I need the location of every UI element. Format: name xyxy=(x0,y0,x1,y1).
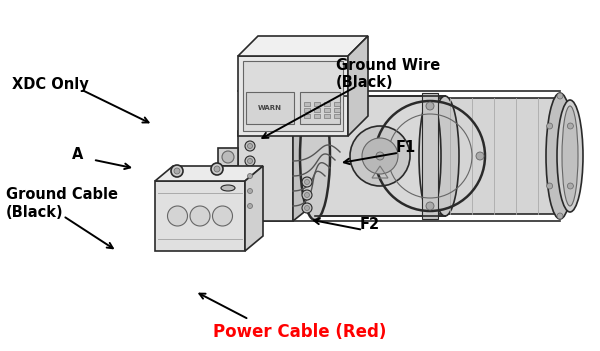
Circle shape xyxy=(376,152,384,160)
Circle shape xyxy=(245,201,255,211)
Bar xyxy=(238,56,348,136)
Circle shape xyxy=(557,93,563,99)
Polygon shape xyxy=(155,166,263,181)
Ellipse shape xyxy=(546,93,574,219)
Circle shape xyxy=(305,179,310,185)
Circle shape xyxy=(174,168,180,174)
Bar xyxy=(238,131,293,221)
Circle shape xyxy=(245,141,255,151)
Bar xyxy=(314,102,320,106)
Ellipse shape xyxy=(562,106,578,206)
Circle shape xyxy=(362,138,398,174)
Ellipse shape xyxy=(419,98,441,214)
Circle shape xyxy=(248,144,253,148)
Ellipse shape xyxy=(221,185,235,191)
Bar xyxy=(304,108,310,112)
Circle shape xyxy=(426,202,434,210)
Circle shape xyxy=(302,203,312,213)
Bar xyxy=(246,92,294,124)
Bar xyxy=(324,108,330,112)
Bar xyxy=(243,61,343,131)
Circle shape xyxy=(190,206,210,226)
Text: A: A xyxy=(72,147,83,162)
Circle shape xyxy=(171,165,183,177)
Circle shape xyxy=(245,186,255,196)
Circle shape xyxy=(211,163,223,175)
Bar xyxy=(315,96,445,216)
Bar xyxy=(218,148,238,166)
Text: F2: F2 xyxy=(360,217,380,232)
Bar xyxy=(324,102,330,106)
Circle shape xyxy=(557,213,563,219)
Circle shape xyxy=(350,126,410,186)
Bar xyxy=(324,114,330,118)
Circle shape xyxy=(547,123,553,129)
Ellipse shape xyxy=(221,167,235,173)
Circle shape xyxy=(214,166,220,172)
Text: XDC Only: XDC Only xyxy=(12,77,89,92)
Text: Power Cable (Red): Power Cable (Red) xyxy=(214,323,386,341)
Bar xyxy=(334,114,340,118)
Circle shape xyxy=(426,102,434,110)
Polygon shape xyxy=(238,36,368,56)
Circle shape xyxy=(302,177,312,187)
Circle shape xyxy=(248,188,253,193)
Bar xyxy=(314,114,320,118)
Bar xyxy=(300,92,340,124)
Ellipse shape xyxy=(301,96,329,216)
Bar xyxy=(304,102,310,106)
Circle shape xyxy=(212,206,233,226)
Polygon shape xyxy=(348,36,368,136)
Ellipse shape xyxy=(557,100,583,212)
Circle shape xyxy=(305,192,310,198)
Bar xyxy=(430,98,560,214)
Circle shape xyxy=(568,183,574,189)
Circle shape xyxy=(248,204,253,208)
Polygon shape xyxy=(245,166,263,251)
Circle shape xyxy=(222,151,234,163)
Ellipse shape xyxy=(431,96,459,216)
Text: WARN: WARN xyxy=(258,105,282,111)
Circle shape xyxy=(167,206,187,226)
Circle shape xyxy=(245,171,255,181)
Circle shape xyxy=(248,173,253,179)
Circle shape xyxy=(476,152,484,160)
Polygon shape xyxy=(293,119,308,221)
Bar xyxy=(155,181,245,251)
Text: Ground Wire
(Black): Ground Wire (Black) xyxy=(336,58,440,90)
Bar xyxy=(314,108,320,112)
Text: F1: F1 xyxy=(396,140,416,155)
Bar xyxy=(334,108,340,112)
Bar xyxy=(220,170,236,188)
Circle shape xyxy=(568,123,574,129)
Circle shape xyxy=(302,190,312,200)
Bar xyxy=(334,102,340,106)
Circle shape xyxy=(248,159,253,164)
Circle shape xyxy=(305,205,310,211)
Circle shape xyxy=(547,183,553,189)
Text: Ground Cable
(Black): Ground Cable (Black) xyxy=(6,187,118,220)
Circle shape xyxy=(245,156,255,166)
Bar xyxy=(304,114,310,118)
Ellipse shape xyxy=(300,92,330,220)
Bar xyxy=(422,93,438,219)
